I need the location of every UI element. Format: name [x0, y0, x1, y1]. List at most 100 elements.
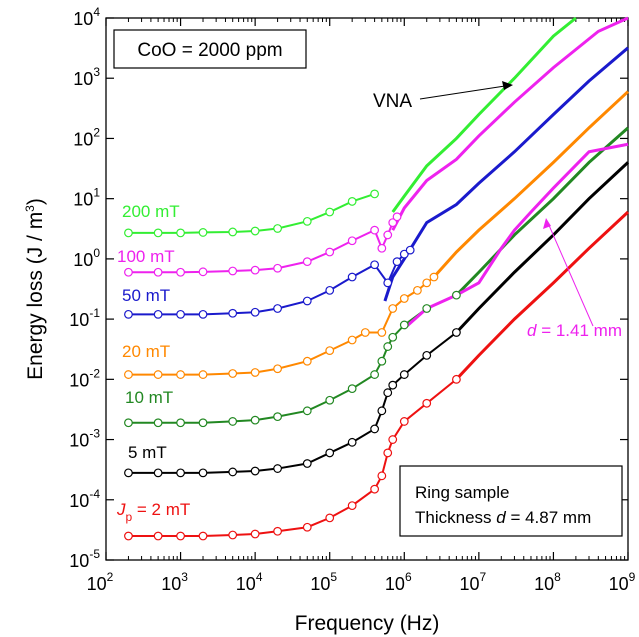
series-2-mt-point: [250, 529, 260, 539]
y-tick-base: 10: [69, 370, 89, 390]
y-axis-title: Energy loss (J / m3): [23, 198, 47, 380]
series-20-mt-point: [153, 370, 163, 379]
y-tick-exp: 2: [93, 125, 100, 139]
y-tick-base: 10: [73, 250, 93, 270]
series-50-mt-point: [399, 249, 409, 259]
series-5-mt-point: [198, 468, 208, 478]
series-50-mt-point: [383, 278, 393, 288]
series-2-mt-point: [452, 374, 461, 384]
y-tick-exp: 0: [93, 246, 100, 260]
series-20-mt-point: [377, 328, 387, 337]
series-10-mt-point: [347, 384, 357, 394]
ring-sample-line2-d: d: [496, 508, 506, 527]
series-20-mt-point: [429, 272, 439, 282]
x-tick-base: 10: [385, 574, 405, 594]
series-5-mt-point: [422, 350, 432, 360]
x-tick-exp: 4: [256, 570, 263, 584]
x-tick-exp: 5: [330, 570, 337, 584]
series-10-mt-point: [198, 418, 208, 428]
series-5-mt-point: [399, 370, 409, 379]
y-tick-exp: 4: [93, 5, 100, 19]
series-20-mt-point: [302, 356, 312, 366]
ring-sample-line2-pre: Thickness: [415, 508, 496, 527]
x-tick-label: 106: [385, 570, 412, 594]
series-50-mt-point: [198, 309, 208, 319]
series-100-mt-vna-line: [391, 16, 629, 231]
y-tick-label: 10-4: [69, 487, 100, 511]
series-100-mt-point: [228, 266, 238, 276]
series-10-mt-point: [452, 290, 461, 300]
composition-text: CoO = 2000 ppm: [137, 40, 282, 61]
series-label-2mT: Jp = 2 mT: [116, 500, 190, 524]
y-tick-base: 10: [69, 551, 89, 571]
series-10-mt-point: [124, 418, 133, 428]
y-tick-exp: -1: [89, 306, 100, 320]
y-tick-exp: -3: [89, 427, 100, 441]
series-2-mt-point: [399, 417, 409, 426]
x-axis-title: Frequency (Hz): [295, 612, 440, 635]
y-tick-label: 10-3: [69, 427, 100, 451]
y-tick-exp: 3: [93, 65, 100, 79]
series-5-mt-point: [302, 459, 312, 468]
series-200-mt-point: [176, 228, 185, 238]
series-100-mt-point: [153, 267, 163, 277]
series-100-mt-point: [347, 236, 357, 246]
series-20-mt-point: [176, 370, 185, 379]
series-2-mt-point: [198, 531, 208, 541]
y-tick-base: 10: [69, 310, 89, 330]
y-tick-label: 102: [73, 125, 100, 149]
series-100-mt-point: [302, 257, 312, 267]
series-200-mt-point: [153, 228, 163, 238]
series-10-mt-point: [383, 342, 393, 351]
series-50-mt-point: [405, 245, 415, 255]
x-tick-exp: 9: [629, 570, 636, 584]
series-2-mt-point: [302, 522, 312, 532]
series-label-50mT: 50 mT: [122, 286, 170, 305]
y-tick-exp: -5: [89, 547, 100, 561]
series-10-mt-point: [250, 415, 260, 425]
composition-box: [113, 29, 307, 69]
series-5-mt-point: [452, 328, 461, 337]
series-10-mt-point: [228, 417, 238, 426]
series-20-mt-point: [422, 278, 432, 288]
series-label-jp-sub: p: [126, 510, 133, 524]
series-10-mt-point: [176, 418, 185, 428]
x-tick-label: 108: [534, 570, 561, 594]
series-5-mt-point: [325, 448, 335, 458]
x-tick-label: 107: [459, 570, 486, 594]
series-50-mt-point: [250, 307, 260, 317]
series-5-mt-point: [124, 468, 133, 478]
series-5-mt-point: [377, 406, 387, 416]
series-50-mt-point: [347, 272, 357, 282]
x-tick-base: 10: [161, 574, 181, 594]
thin-sample-d: d: [527, 321, 537, 340]
plot-frame: [105, 17, 629, 561]
series-20-mt-point: [273, 364, 282, 374]
series-20-mt-point: [347, 335, 357, 345]
x-tick-label: 104: [236, 570, 263, 594]
series-label-20mT: 20 mT: [122, 342, 170, 361]
series-2-mt-point: [377, 471, 387, 481]
series-50-mt-point: [176, 309, 185, 319]
series-100-mt-point: [370, 225, 380, 235]
x-tick-base: 10: [459, 574, 479, 594]
x-tick-label: 102: [87, 570, 114, 594]
series-5-mt-point: [388, 380, 398, 390]
series-50-mt-point: [124, 309, 133, 319]
series-200-mt-point: [273, 224, 282, 233]
series-2-mt-point: [422, 398, 432, 408]
series-100-mt-point: [377, 243, 387, 253]
y-tick-label: 104: [73, 5, 100, 29]
y-tick-exp: 1: [93, 186, 100, 200]
y-tick-base: 10: [73, 9, 93, 29]
series-label-10mT: 10 mT: [125, 388, 173, 407]
series-20-mt-point: [413, 285, 422, 295]
vna-arrowhead: [502, 81, 513, 90]
x-tick-exp: 7: [480, 570, 487, 584]
series-200-mt-point: [370, 189, 380, 199]
series-2-mt-point: [388, 435, 398, 444]
series-2-mt-point: [228, 530, 238, 540]
series-5-mt-point: [228, 467, 238, 477]
series-5-mt-point: [153, 468, 163, 478]
series-10-mt-point: [273, 412, 282, 422]
